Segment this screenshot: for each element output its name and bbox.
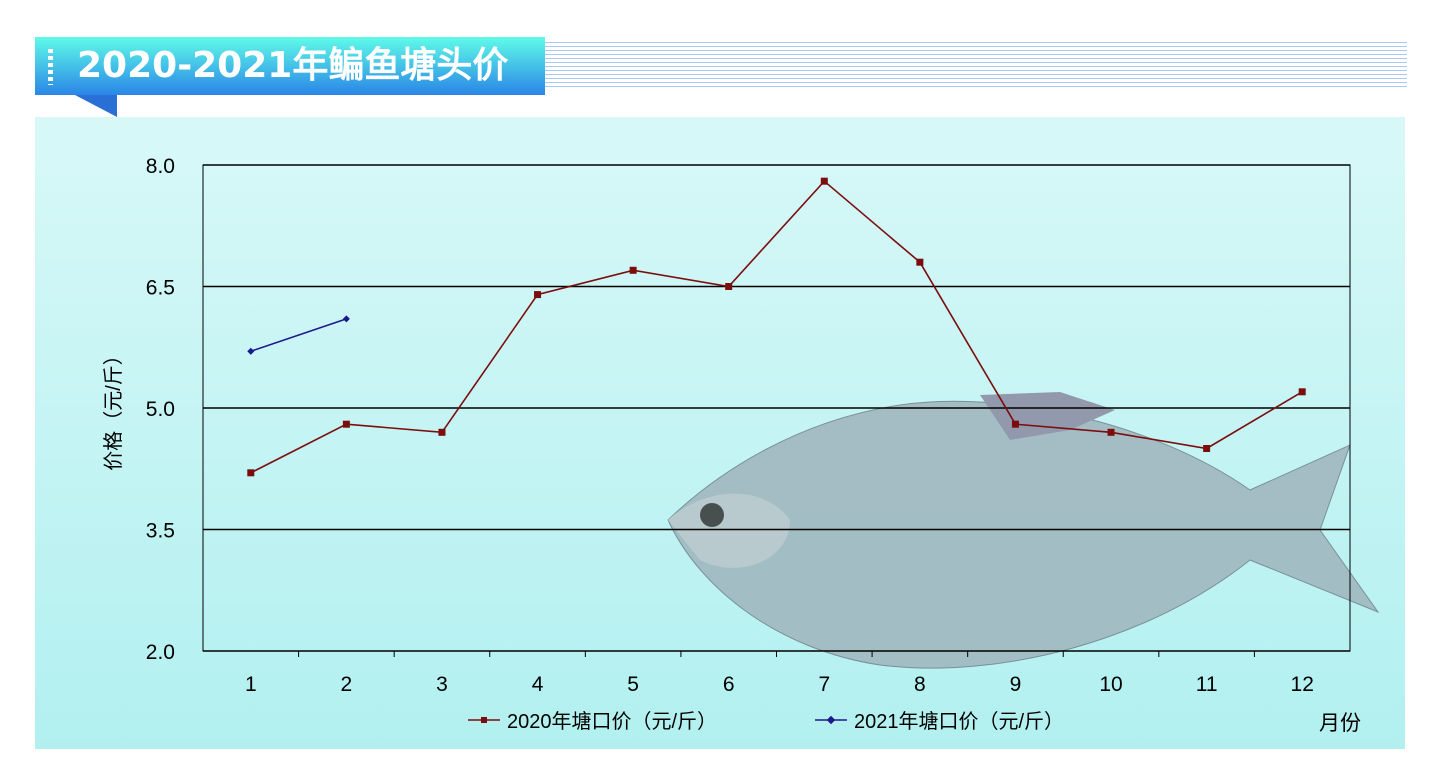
x-tick-label: 3 bbox=[436, 673, 448, 696]
data-point bbox=[342, 420, 350, 428]
series-line-1 bbox=[250, 318, 347, 353]
x-tick-label: 10 bbox=[1099, 673, 1122, 696]
data-point bbox=[438, 428, 446, 436]
chart-title: 2020-2021年鳊鱼塘头价 bbox=[77, 45, 509, 86]
title-banner: 2020-2021年鳊鱼塘头价 bbox=[35, 37, 545, 95]
data-point bbox=[247, 347, 255, 355]
y-axis-label: 价格（元/斤） bbox=[102, 345, 125, 471]
x-tick-label: 7 bbox=[818, 673, 830, 696]
fish-illustration bbox=[667, 392, 1380, 669]
y-tick-label: 2.0 bbox=[146, 641, 175, 664]
data-point bbox=[820, 177, 828, 185]
dots-decoration bbox=[48, 49, 53, 85]
x-tick-label: 1 bbox=[245, 673, 257, 696]
data-point bbox=[1011, 420, 1019, 428]
x-tick-label: 12 bbox=[1291, 673, 1314, 696]
x-tick-label: 4 bbox=[532, 673, 544, 696]
chart-panel bbox=[35, 117, 1405, 749]
x-tick-label: 2 bbox=[341, 673, 353, 696]
x-axis-label: 月份 bbox=[1319, 712, 1361, 735]
x-tick-label: 6 bbox=[723, 673, 735, 696]
x-tick-label: 5 bbox=[627, 673, 639, 696]
legend-2021: 2021年塘口价（元/斤） bbox=[854, 710, 1064, 733]
legend: 2020年塘口价（元/斤） 2021年塘口价（元/斤） bbox=[468, 710, 1064, 733]
banner-tail bbox=[75, 95, 117, 117]
y-tick-label: 5.0 bbox=[146, 398, 175, 421]
data-point bbox=[342, 315, 350, 323]
data-point bbox=[629, 266, 637, 274]
y-tick-label: 3.5 bbox=[146, 520, 175, 543]
legend-2020: 2020年塘口价（元/斤） bbox=[507, 710, 717, 733]
legend-marker-2020 bbox=[481, 717, 487, 723]
data-point bbox=[247, 469, 255, 477]
x-tick-label: 9 bbox=[1010, 673, 1022, 696]
data-point bbox=[916, 258, 924, 266]
series-line-0 bbox=[250, 180, 1303, 474]
data-point bbox=[1107, 428, 1115, 436]
x-tick-label: 11 bbox=[1196, 673, 1218, 696]
x-tick-label: 8 bbox=[914, 673, 926, 696]
data-point bbox=[534, 291, 542, 299]
data-point bbox=[1298, 388, 1306, 396]
y-tick-label: 8.0 bbox=[146, 155, 175, 178]
header-stripes bbox=[545, 42, 1407, 90]
data-point bbox=[725, 283, 733, 290]
legend-marker-2021 bbox=[826, 715, 836, 725]
y-tick-label: 6.5 bbox=[146, 277, 175, 300]
data-point bbox=[1203, 445, 1211, 452]
